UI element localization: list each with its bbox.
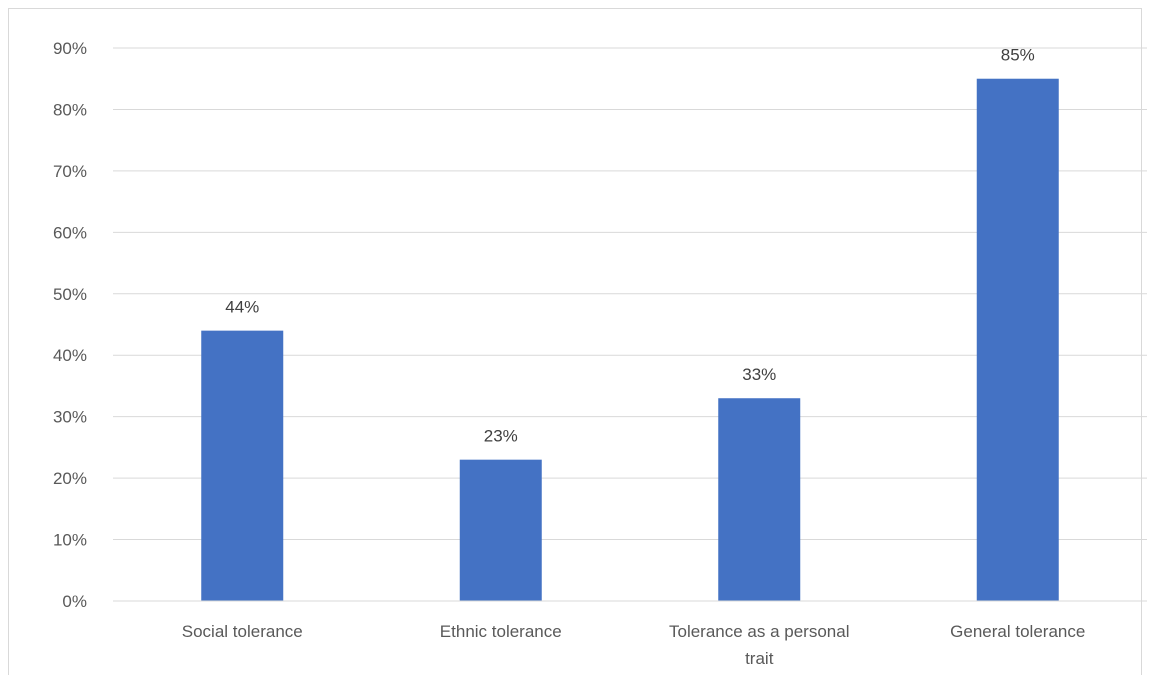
data-label: 23% bbox=[484, 427, 518, 446]
x-category-label: General tolerance bbox=[950, 622, 1085, 641]
y-tick-label: 40% bbox=[53, 346, 87, 365]
data-label: 85% bbox=[1001, 46, 1035, 65]
bar bbox=[718, 398, 801, 601]
x-category-label: Ethnic tolerance bbox=[440, 622, 562, 641]
y-tick-label: 60% bbox=[53, 223, 87, 242]
y-tick-label: 10% bbox=[53, 531, 87, 550]
bar bbox=[976, 78, 1059, 601]
y-tick-label: 50% bbox=[53, 285, 87, 304]
x-category-label: Tolerance as a personal bbox=[669, 622, 850, 641]
chart-frame bbox=[8, 8, 1142, 675]
y-tick-label: 90% bbox=[53, 39, 87, 58]
y-tick-label: 30% bbox=[53, 408, 87, 427]
y-tick-label: 20% bbox=[53, 469, 87, 488]
data-label: 44% bbox=[225, 298, 259, 317]
y-tick-label: 80% bbox=[53, 100, 87, 119]
bar bbox=[201, 330, 284, 601]
y-tick-label: 70% bbox=[53, 162, 87, 181]
x-axis-category-labels: Social tolerance Ethnic tolerance Toleranc… bbox=[182, 622, 1086, 668]
data-label: 33% bbox=[742, 365, 776, 384]
data-labels: 44% 23% 33% 85% bbox=[225, 46, 1035, 446]
y-axis-tick-labels: 0% 10% 20% 30% 40% 50% 60% 70% 80% 90% bbox=[53, 39, 87, 611]
bars bbox=[201, 78, 1059, 601]
x-category-label: trait bbox=[745, 649, 774, 668]
x-category-label: Social tolerance bbox=[182, 622, 303, 641]
bar bbox=[459, 459, 542, 601]
y-tick-label: 0% bbox=[62, 592, 87, 611]
gridlines bbox=[113, 47, 1147, 541]
